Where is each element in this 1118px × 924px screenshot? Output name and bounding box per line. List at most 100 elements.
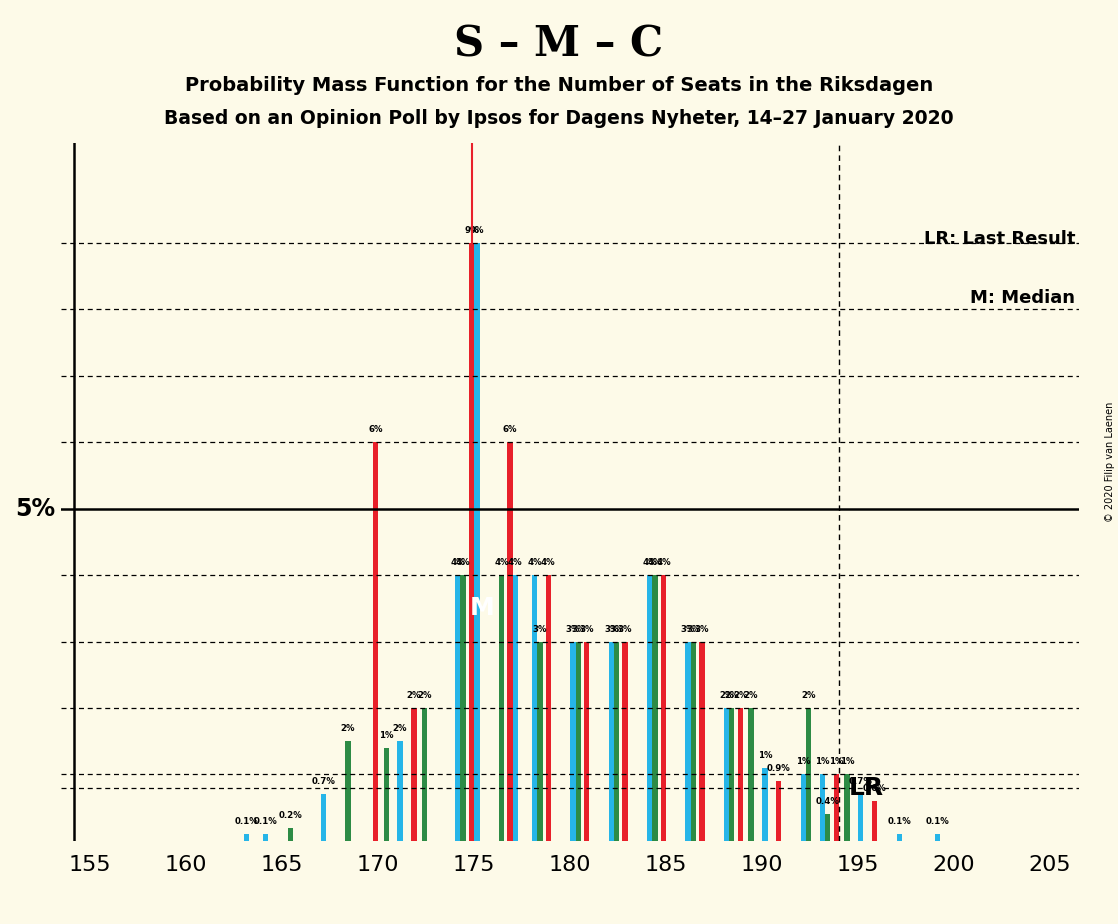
Text: 2%: 2% bbox=[392, 724, 407, 734]
Text: 1%: 1% bbox=[828, 758, 843, 766]
Bar bbox=[699, 641, 704, 841]
Bar bbox=[455, 575, 461, 841]
Text: 2%: 2% bbox=[719, 691, 733, 700]
Text: 4%: 4% bbox=[528, 558, 542, 567]
Bar bbox=[652, 575, 657, 841]
Text: 9%: 9% bbox=[464, 225, 479, 235]
Bar bbox=[576, 641, 581, 841]
Bar bbox=[321, 795, 326, 841]
Text: Probability Mass Function for the Number of Seats in the Riksdagen: Probability Mass Function for the Number… bbox=[184, 76, 934, 95]
Text: 6%: 6% bbox=[503, 425, 518, 434]
Text: 3%: 3% bbox=[579, 625, 594, 634]
Text: 0.9%: 0.9% bbox=[767, 764, 790, 773]
Bar bbox=[935, 834, 940, 841]
Text: 9%: 9% bbox=[470, 225, 484, 235]
Bar bbox=[411, 708, 417, 841]
Text: 2%: 2% bbox=[407, 691, 421, 700]
Bar bbox=[762, 768, 768, 841]
Text: 4%: 4% bbox=[451, 558, 465, 567]
Bar bbox=[372, 443, 378, 841]
Text: 0.1%: 0.1% bbox=[235, 817, 258, 826]
Text: 1%: 1% bbox=[815, 758, 830, 766]
Bar bbox=[383, 748, 389, 841]
Text: 4%: 4% bbox=[643, 558, 657, 567]
Text: Based on an Opinion Poll by Ipsos for Dagens Nyheter, 14–27 January 2020: Based on an Opinion Poll by Ipsos for Da… bbox=[164, 109, 954, 128]
Bar bbox=[508, 443, 512, 841]
Bar bbox=[468, 243, 474, 841]
Bar bbox=[897, 834, 902, 841]
Text: 5%: 5% bbox=[16, 496, 56, 520]
Bar bbox=[825, 814, 831, 841]
Bar bbox=[499, 575, 504, 841]
Bar bbox=[614, 641, 619, 841]
Bar bbox=[532, 575, 537, 841]
Text: 3%: 3% bbox=[681, 625, 695, 634]
Bar bbox=[729, 708, 735, 841]
Bar bbox=[685, 641, 691, 841]
Bar bbox=[647, 575, 652, 841]
Text: 4%: 4% bbox=[456, 558, 471, 567]
Bar bbox=[608, 641, 614, 841]
Bar bbox=[819, 774, 825, 841]
Bar bbox=[584, 641, 589, 841]
Bar bbox=[872, 801, 878, 841]
Text: 0.2%: 0.2% bbox=[278, 810, 302, 820]
Bar bbox=[661, 575, 666, 841]
Text: 4%: 4% bbox=[541, 558, 556, 567]
Text: 3%: 3% bbox=[618, 625, 633, 634]
Text: 1%: 1% bbox=[796, 758, 811, 766]
Text: 0.7%: 0.7% bbox=[849, 777, 873, 786]
Bar bbox=[546, 575, 551, 841]
Text: 0.1%: 0.1% bbox=[926, 817, 949, 826]
Text: 0.1%: 0.1% bbox=[254, 817, 277, 826]
Bar bbox=[723, 708, 729, 841]
Bar bbox=[512, 575, 518, 841]
Bar bbox=[474, 243, 480, 841]
Bar bbox=[691, 641, 697, 841]
Bar bbox=[623, 641, 628, 841]
Bar bbox=[263, 834, 268, 841]
Text: 1%: 1% bbox=[758, 751, 773, 760]
Bar bbox=[859, 795, 863, 841]
Text: 4%: 4% bbox=[508, 558, 522, 567]
Text: 2%: 2% bbox=[733, 691, 748, 700]
Bar bbox=[537, 641, 542, 841]
Text: © 2020 Filip van Laenen: © 2020 Filip van Laenen bbox=[1106, 402, 1115, 522]
Text: LR: LR bbox=[849, 775, 883, 799]
Text: 3%: 3% bbox=[532, 625, 547, 634]
Text: 0.4%: 0.4% bbox=[816, 797, 840, 807]
Text: S – M – C: S – M – C bbox=[454, 23, 664, 65]
Bar bbox=[397, 741, 402, 841]
Bar bbox=[345, 741, 351, 841]
Text: 1%: 1% bbox=[840, 758, 854, 766]
Text: 2%: 2% bbox=[802, 691, 816, 700]
Text: 2%: 2% bbox=[724, 691, 739, 700]
Text: LR: Last Result: LR: Last Result bbox=[923, 229, 1076, 248]
Text: 3%: 3% bbox=[686, 625, 701, 634]
Bar bbox=[800, 774, 806, 841]
Text: 2%: 2% bbox=[743, 691, 758, 700]
Text: M: M bbox=[470, 596, 494, 620]
Text: 0.1%: 0.1% bbox=[888, 817, 911, 826]
Bar bbox=[287, 828, 293, 841]
Text: 4%: 4% bbox=[494, 558, 509, 567]
Text: 2%: 2% bbox=[417, 691, 432, 700]
Bar bbox=[748, 708, 754, 841]
Text: 3%: 3% bbox=[609, 625, 624, 634]
Text: 2%: 2% bbox=[341, 724, 356, 734]
Text: 1%: 1% bbox=[379, 731, 394, 740]
Bar bbox=[806, 708, 812, 841]
Text: 6%: 6% bbox=[368, 425, 382, 434]
Text: 4%: 4% bbox=[647, 558, 662, 567]
Text: M: Median: M: Median bbox=[970, 289, 1076, 308]
Bar bbox=[421, 708, 427, 841]
Bar bbox=[776, 781, 781, 841]
Bar bbox=[844, 774, 850, 841]
Text: 3%: 3% bbox=[571, 625, 586, 634]
Text: 3%: 3% bbox=[604, 625, 618, 634]
Text: 0.7%: 0.7% bbox=[312, 777, 335, 786]
Text: 3%: 3% bbox=[694, 625, 709, 634]
Bar bbox=[244, 834, 249, 841]
Bar bbox=[738, 708, 743, 841]
Text: 3%: 3% bbox=[566, 625, 580, 634]
